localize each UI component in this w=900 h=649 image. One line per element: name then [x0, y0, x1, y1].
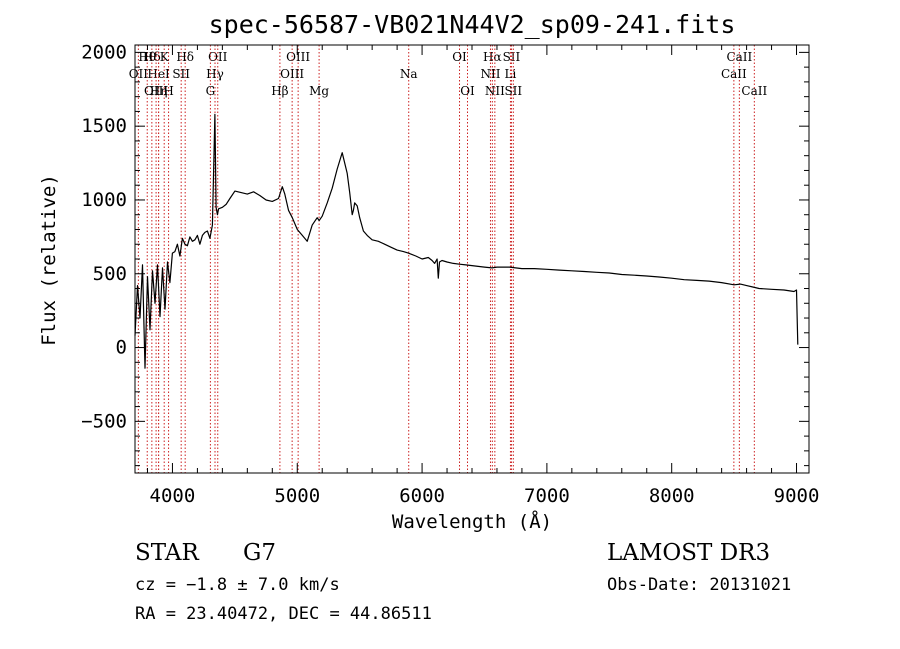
plot-frame	[134, 44, 810, 474]
y-tick-label-0: −500	[81, 410, 127, 432]
y-axis-ticks: −500 0 500 1000 1500 2000	[81, 41, 809, 467]
marker-label-21: SII	[503, 50, 521, 64]
observation-date: Obs-Date: 20131021	[607, 575, 791, 595]
marker-label-15: Hβ	[271, 84, 288, 98]
marker-label-8: Hη	[150, 84, 168, 98]
marker-label-11: Hγ	[206, 67, 224, 81]
y-tick-label-1: 0	[116, 337, 127, 359]
y-tick-label-5: 2000	[81, 41, 127, 63]
marker-label-12: G	[206, 84, 216, 98]
marker-label-13: OIII	[286, 50, 310, 64]
marker-label-7: OIII	[144, 84, 168, 98]
redshift-velocity: cz = −1.8 ± 7.0 km/s	[135, 575, 340, 595]
chart-title: spec-56587-VB021N44V2_sp09-241.fits	[209, 10, 736, 39]
marker-label-27: CaII	[721, 67, 747, 81]
object-type: STAR	[135, 540, 199, 566]
y-axis-label: Flux (relative)	[38, 174, 60, 346]
marker-label-24: NII	[485, 84, 505, 98]
object-subclass: G7	[243, 540, 276, 566]
series-layer	[134, 113, 799, 369]
marker-label-9: H	[163, 84, 173, 98]
x-tick-label-0: 4000	[150, 485, 196, 507]
marker-label-20: Hα	[483, 50, 502, 64]
marker-label-17: Na	[400, 67, 418, 81]
marker-label-26: CaII	[726, 50, 752, 64]
x-tick-label-3: 7000	[524, 485, 570, 507]
marker-label-22: NII	[480, 67, 500, 81]
y-tick-label-4: 1500	[81, 115, 127, 137]
marker-label-18: OI	[452, 50, 467, 64]
marker-label-28: CaII	[741, 84, 767, 98]
marker-label-1: Hδ	[143, 50, 161, 64]
y-tick-label-2: 500	[93, 263, 127, 285]
ra-dec-coordinates: RA = 23.40472, DEC = 44.86511	[135, 604, 432, 624]
y-tick-label-3: 1000	[81, 189, 127, 211]
series-line-spectrum	[134, 113, 799, 369]
marker-label-14: OIII	[280, 67, 304, 81]
x-tick-label-1: 5000	[274, 485, 320, 507]
x-axis-ticks: 4000 5000 6000 7000 8000 9000	[146, 45, 820, 507]
marker-label-6: SII	[172, 67, 190, 81]
marker-label-25: SII	[504, 84, 522, 98]
x-axis-label: Wavelength (Å)	[392, 510, 552, 533]
marker-label-4: OII	[129, 67, 149, 81]
marker-label-2: K	[160, 50, 170, 64]
x-tick-label-5: 9000	[774, 485, 820, 507]
x-tick-label-4: 8000	[649, 485, 695, 507]
marker-label-16: Mg	[309, 84, 329, 98]
marker-label-23: Li	[505, 67, 517, 81]
survey-name: LAMOST DR3	[607, 540, 770, 566]
marker-label-10: OII	[208, 50, 228, 64]
marker-label-3: Hδ	[176, 50, 194, 64]
marker-label-19: OI	[460, 84, 475, 98]
x-tick-label-2: 6000	[399, 485, 445, 507]
